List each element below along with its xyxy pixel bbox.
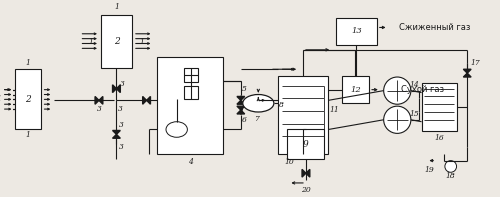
Text: Сжиженный газ: Сжиженный газ <box>400 23 471 32</box>
Polygon shape <box>142 97 146 104</box>
Text: 20: 20 <box>301 186 311 194</box>
Text: 3: 3 <box>118 105 123 113</box>
Polygon shape <box>464 73 471 77</box>
Circle shape <box>384 77 411 104</box>
Bar <box>336 18 377 45</box>
Text: 1: 1 <box>114 3 119 11</box>
Text: 2: 2 <box>25 95 31 104</box>
Text: 1: 1 <box>88 38 94 46</box>
Text: Сухой газ: Сухой газ <box>401 85 444 94</box>
Polygon shape <box>116 85 120 93</box>
Text: 15: 15 <box>410 110 420 118</box>
Text: 1: 1 <box>140 38 144 46</box>
Bar <box>101 15 132 68</box>
Polygon shape <box>146 97 150 104</box>
Text: 9: 9 <box>303 139 309 149</box>
Text: 1: 1 <box>26 59 30 67</box>
Polygon shape <box>95 97 99 104</box>
Polygon shape <box>112 134 120 138</box>
Polygon shape <box>112 85 116 93</box>
Polygon shape <box>99 97 103 104</box>
Circle shape <box>445 161 456 172</box>
Text: 1: 1 <box>0 95 2 103</box>
Polygon shape <box>302 169 306 177</box>
Bar <box>278 76 328 154</box>
Text: 3: 3 <box>96 105 102 113</box>
Text: 3: 3 <box>119 121 124 129</box>
Text: 3: 3 <box>119 143 124 151</box>
Polygon shape <box>237 97 244 100</box>
Bar <box>422 83 456 131</box>
Text: 16: 16 <box>434 134 444 142</box>
Text: 7: 7 <box>254 115 259 123</box>
Text: 4: 4 <box>188 158 192 165</box>
Ellipse shape <box>166 122 188 137</box>
Text: 5: 5 <box>242 85 247 93</box>
Text: 19: 19 <box>424 166 434 174</box>
Polygon shape <box>464 69 471 73</box>
Text: 17: 17 <box>470 59 480 67</box>
Polygon shape <box>237 106 244 110</box>
Text: 10: 10 <box>284 158 294 165</box>
Polygon shape <box>306 169 310 177</box>
Text: 2: 2 <box>114 37 119 46</box>
Polygon shape <box>112 130 120 134</box>
Text: 6: 6 <box>242 116 247 124</box>
Circle shape <box>384 106 411 133</box>
Bar <box>158 57 224 154</box>
Text: 11: 11 <box>329 106 339 114</box>
Text: 18: 18 <box>446 172 456 180</box>
Text: 8: 8 <box>279 101 284 109</box>
Bar <box>184 86 198 99</box>
Text: 13: 13 <box>351 27 362 35</box>
Bar <box>16 69 40 129</box>
Bar <box>184 68 198 82</box>
Text: 3: 3 <box>120 80 124 88</box>
Text: 12: 12 <box>350 86 361 94</box>
Text: 14: 14 <box>410 81 420 89</box>
Bar <box>342 76 369 103</box>
Polygon shape <box>237 110 244 114</box>
Polygon shape <box>237 100 244 104</box>
Text: 1: 1 <box>26 131 30 139</box>
Bar <box>288 129 325 159</box>
Ellipse shape <box>243 95 274 112</box>
